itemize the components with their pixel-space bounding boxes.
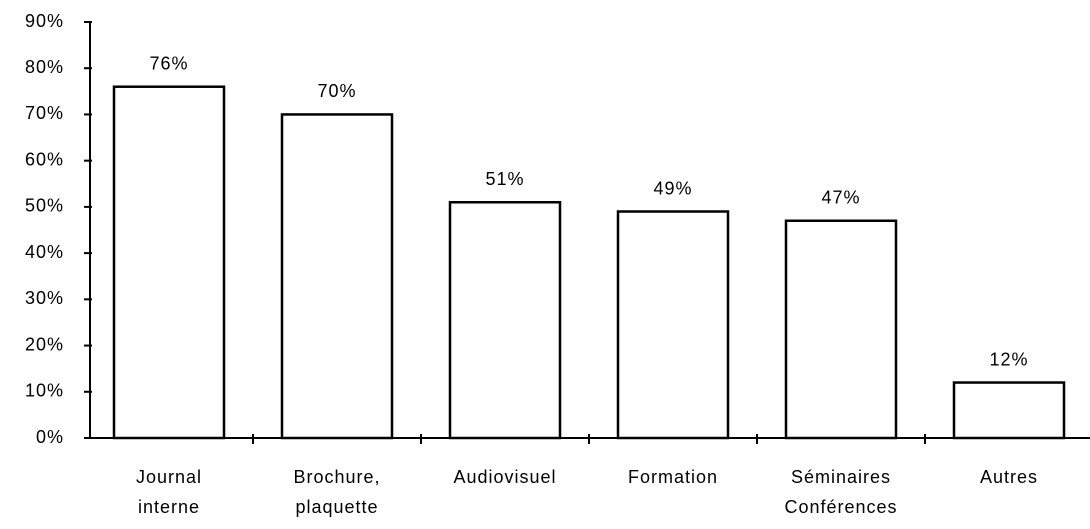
y-tick-label: 80% — [25, 57, 64, 77]
x-tick-label: plaquette — [295, 497, 378, 517]
y-tick-label: 20% — [25, 334, 64, 354]
bar — [280, 113, 394, 440]
x-tick-label: Journal — [136, 467, 202, 487]
value-label: 70% — [317, 81, 356, 101]
value-label: 49% — [653, 178, 692, 198]
y-tick-label: 40% — [25, 242, 64, 262]
y-tick-label: 60% — [25, 149, 64, 169]
value-label: 47% — [821, 188, 860, 208]
bar — [448, 201, 562, 440]
bar — [952, 381, 1066, 440]
y-tick-label: 90% — [25, 11, 64, 31]
x-tick-label: Autres — [980, 467, 1038, 487]
value-label: 51% — [485, 169, 524, 189]
y-tick-label: 70% — [25, 103, 64, 123]
bar — [784, 219, 898, 440]
bar — [616, 210, 730, 440]
y-tick-label: 10% — [25, 381, 64, 401]
x-tick-label: Conférences — [784, 497, 897, 517]
x-tick-label: Audiovisuel — [453, 467, 556, 487]
value-label: 12% — [989, 349, 1028, 369]
x-tick-label: Brochure, — [293, 467, 380, 487]
value-label: 76% — [149, 53, 188, 73]
x-tick-label: Séminaires — [791, 467, 891, 487]
y-tick-label: 50% — [25, 196, 64, 216]
y-tick-label: 0% — [36, 427, 64, 447]
y-tick-label: 30% — [25, 288, 64, 308]
bar — [112, 85, 226, 440]
x-tick-label: interne — [138, 497, 200, 517]
x-tick-label: Formation — [628, 467, 718, 487]
